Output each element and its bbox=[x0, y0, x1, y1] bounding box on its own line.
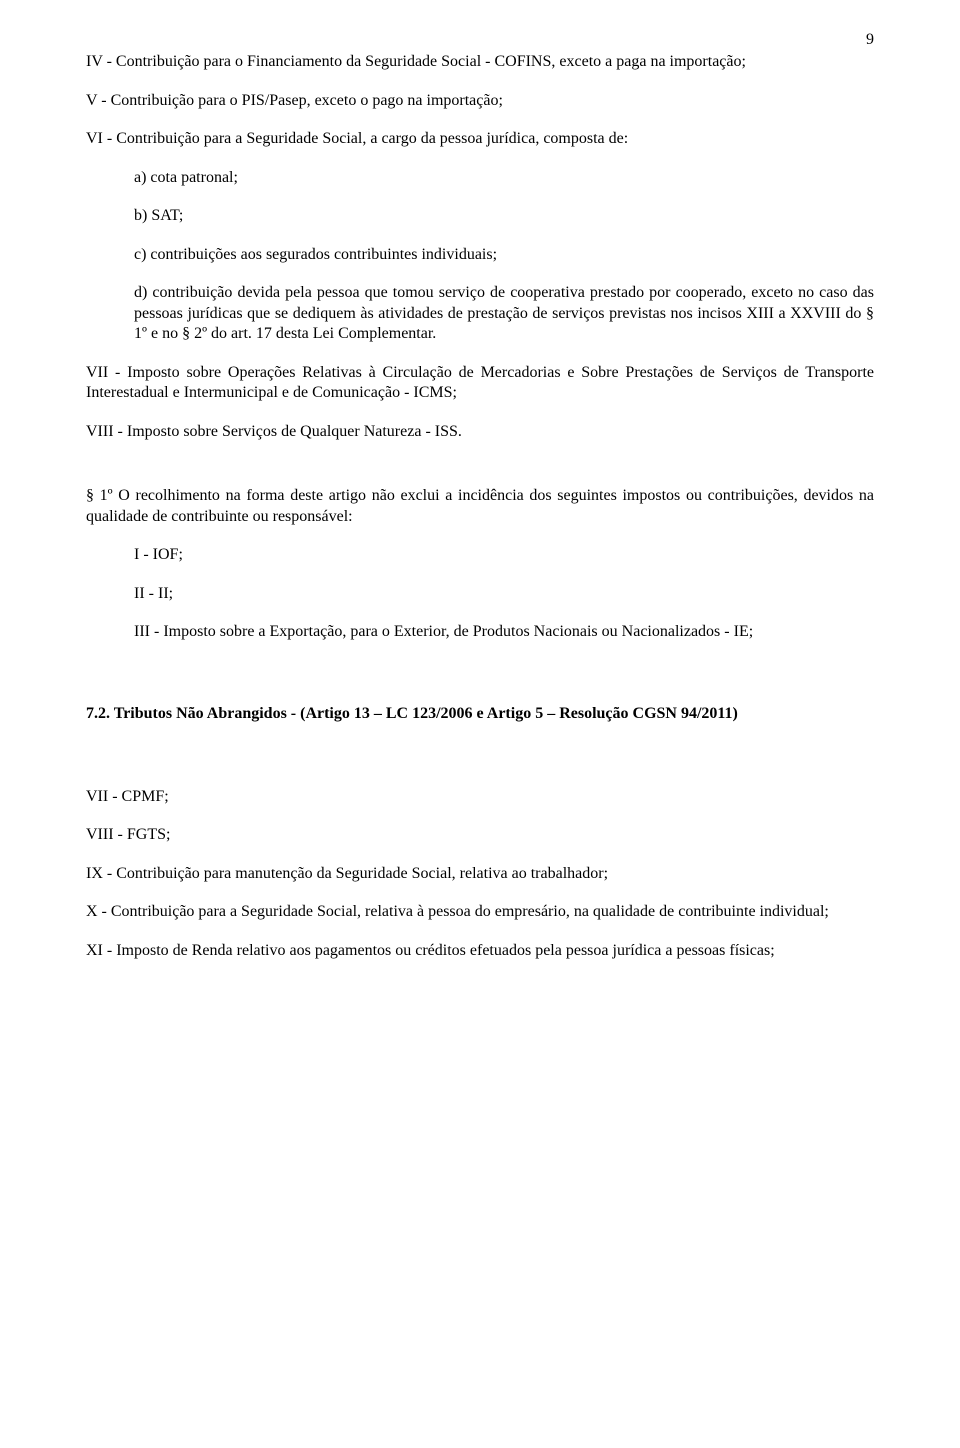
paragraph-vii: VII - Imposto sobre Operações Relativas … bbox=[86, 363, 874, 404]
spacer bbox=[86, 743, 874, 787]
page-number: 9 bbox=[86, 30, 874, 50]
paragraph-v: V - Contribuição para o PIS/Pasep, excet… bbox=[86, 91, 874, 111]
item-s1-iii: III - Imposto sobre a Exportação, para o… bbox=[86, 622, 874, 642]
paragraph-s1: § 1º O recolhimento na forma deste artig… bbox=[86, 486, 874, 527]
paragraph-iv: IV - Contribuição para o Financiamento d… bbox=[86, 52, 874, 72]
spacer bbox=[86, 460, 874, 486]
paragraph2-vii: VII - CPMF; bbox=[86, 787, 874, 807]
spacer bbox=[86, 660, 874, 704]
paragraph2-xi: XI - Imposto de Renda relativo aos pagam… bbox=[86, 941, 874, 961]
paragraph2-ix: IX - Contribuição para manutenção da Seg… bbox=[86, 864, 874, 884]
item-s1-i: I - IOF; bbox=[86, 545, 874, 565]
heading-7-2: 7.2. Tributos Não Abrangidos - (Artigo 1… bbox=[86, 704, 874, 724]
item-d: d) contribuição devida pela pessoa que t… bbox=[86, 283, 874, 344]
paragraph2-viii: VIII - FGTS; bbox=[86, 825, 874, 845]
item-s1-ii: II - II; bbox=[86, 584, 874, 604]
item-b: b) SAT; bbox=[86, 206, 874, 226]
paragraph-viii: VIII - Imposto sobre Serviços de Qualque… bbox=[86, 422, 874, 442]
item-a: a) cota patronal; bbox=[86, 168, 874, 188]
paragraph2-x: X - Contribuição para a Seguridade Socia… bbox=[86, 902, 874, 922]
paragraph-vi: VI - Contribuição para a Seguridade Soci… bbox=[86, 129, 874, 149]
item-c: c) contribuições aos segurados contribui… bbox=[86, 245, 874, 265]
